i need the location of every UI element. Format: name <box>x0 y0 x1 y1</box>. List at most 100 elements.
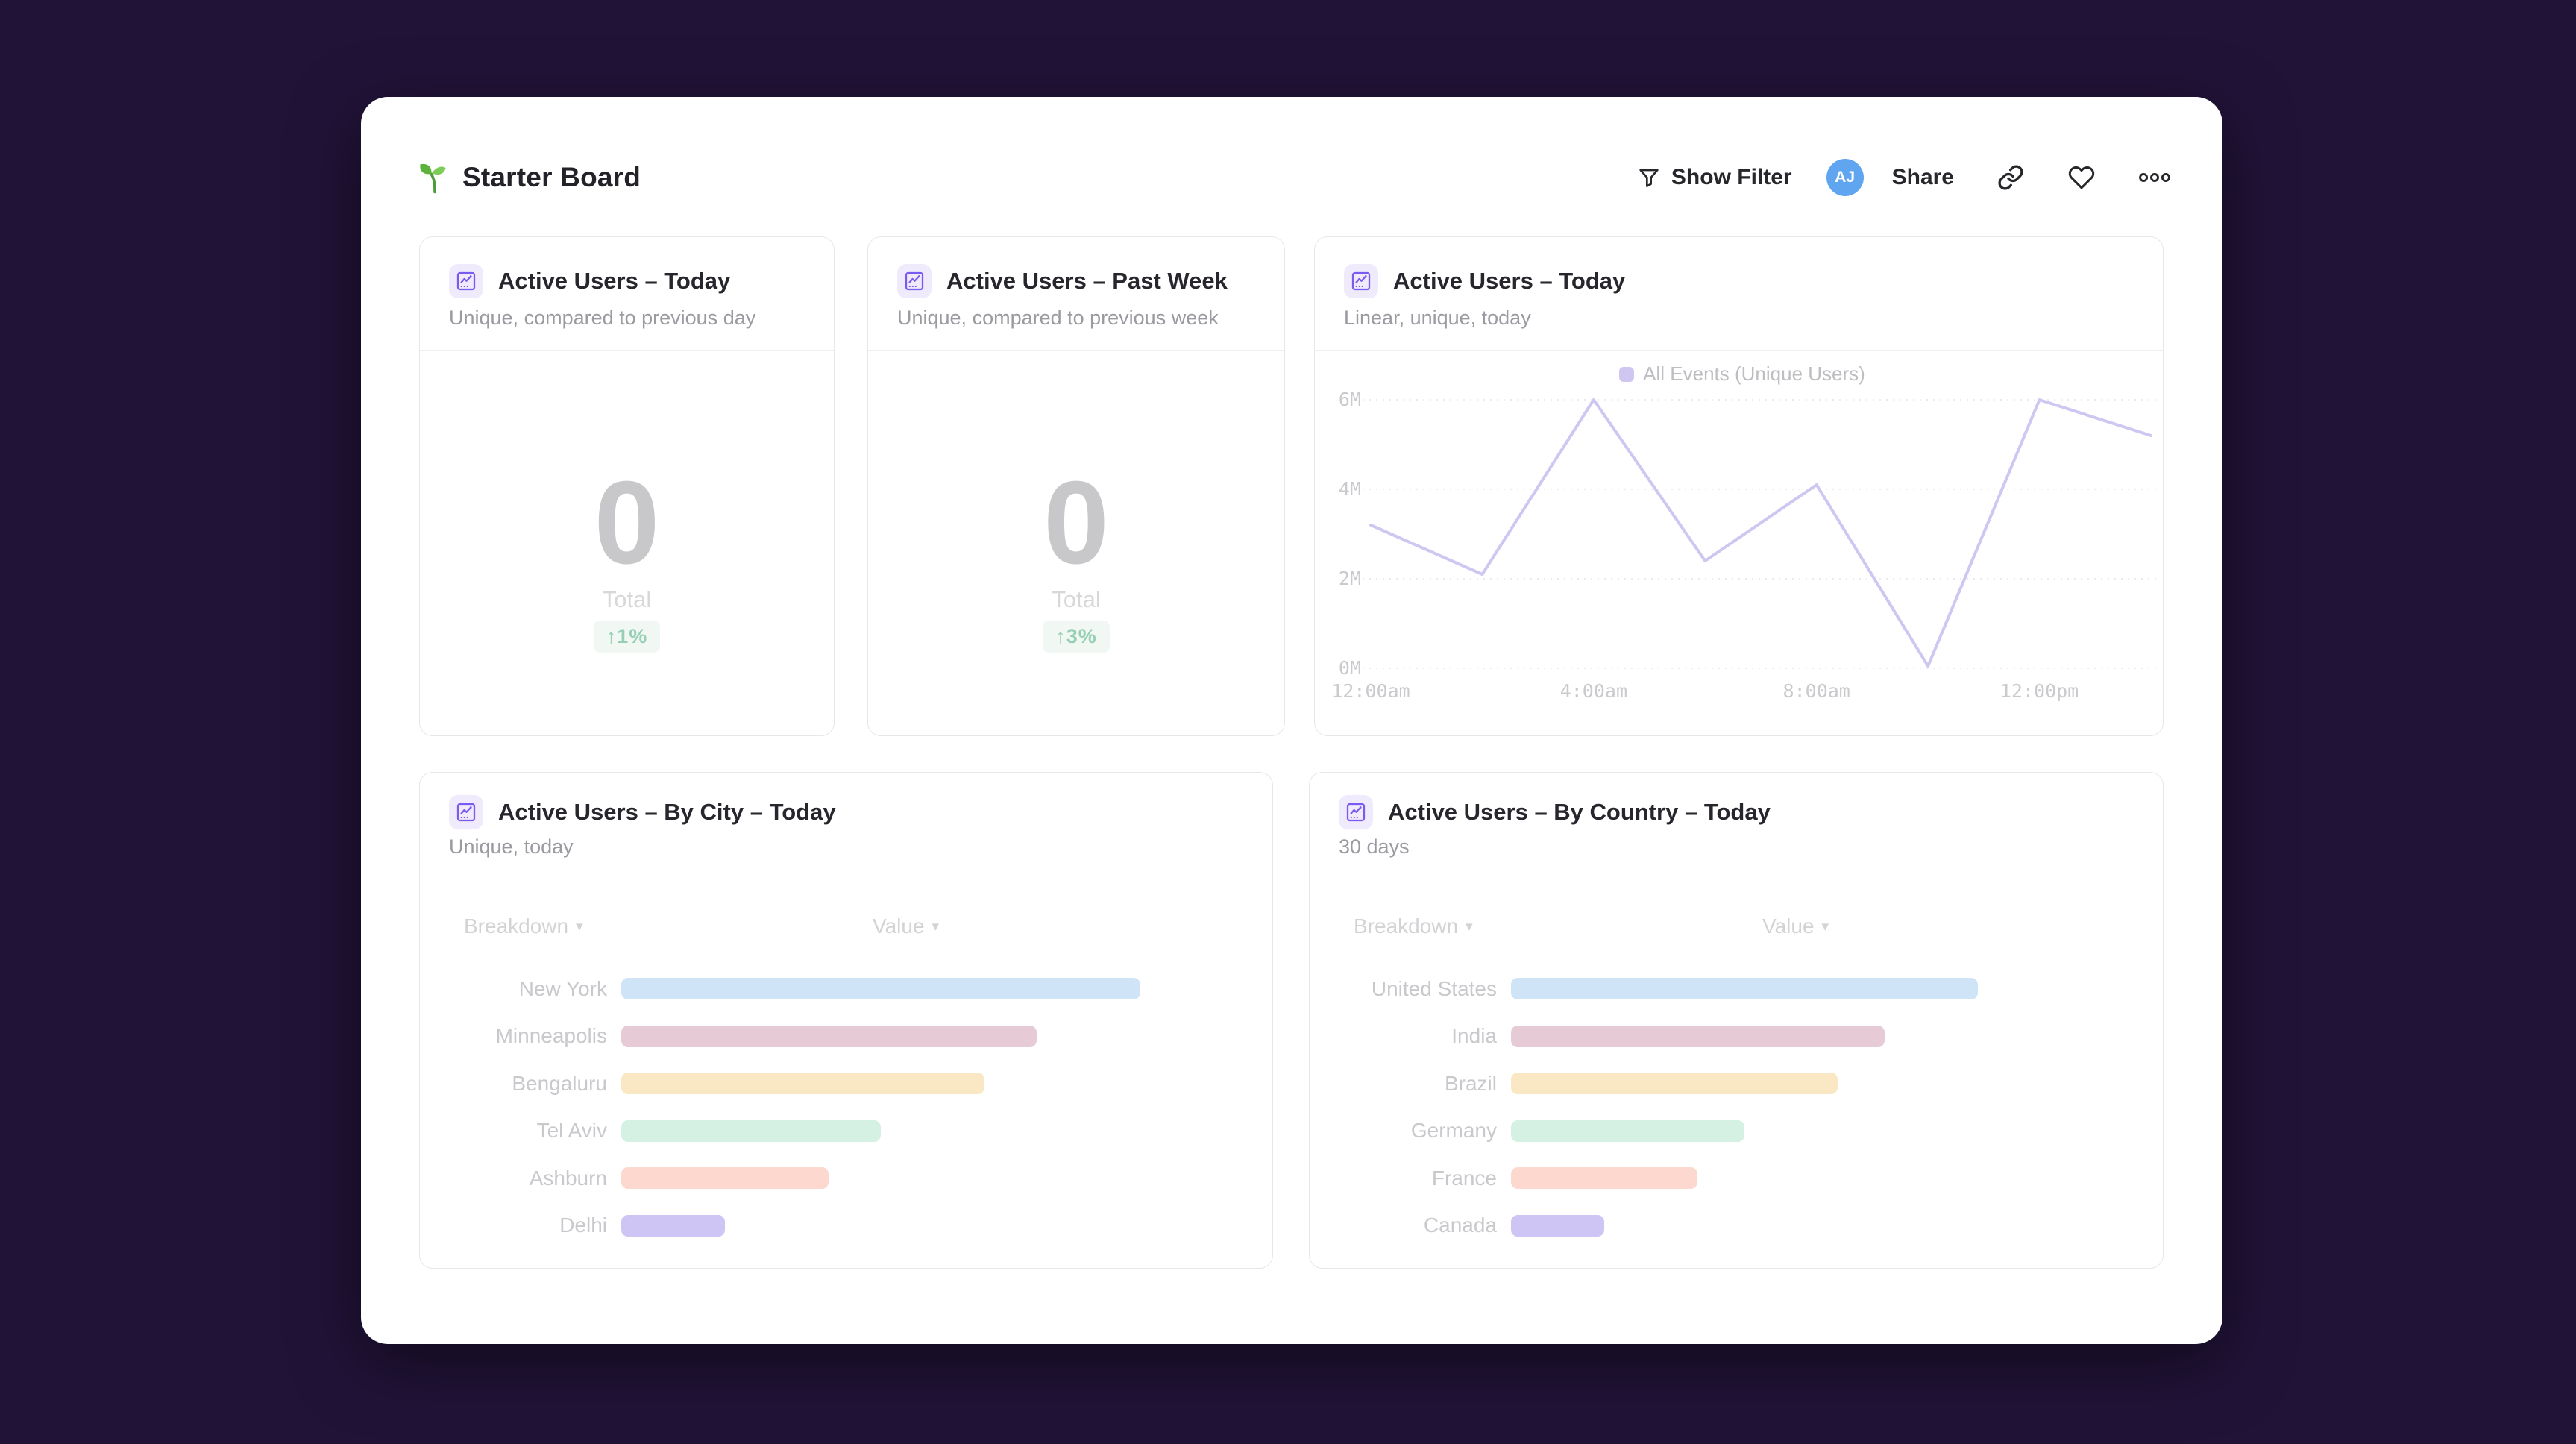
avatar-initials: AJ <box>1835 169 1856 186</box>
card-subtitle: Unique, compared to previous day <box>449 307 756 329</box>
breakdown-category-label: Minneapolis <box>495 1024 607 1048</box>
more-options-button[interactable] <box>2139 172 2170 183</box>
breakdown-row: France <box>1339 1155 2134 1202</box>
change-badge: ↑1% <box>593 621 661 653</box>
y-tick-label: 2M <box>1338 568 1361 589</box>
x-tick-label: 4:00am <box>1559 680 1627 702</box>
breakdown-bar-rows: New York Minneapolis Bengaluru Tel Aviv Ashb… <box>449 965 1243 1249</box>
chart-tile-icon <box>1339 795 1373 829</box>
card-header: Active Users – By Country – Today 30 day… <box>1310 773 2163 879</box>
breakdown-row: New York <box>449 965 1243 1013</box>
chart-legend: All Events (Unique Users) <box>1325 362 2159 386</box>
line-chart <box>1363 398 2156 669</box>
card-header: Active Users – Today Linear, unique, tod… <box>1315 237 2163 351</box>
board-title-wrap: Starter Board <box>419 160 641 195</box>
board-header: Starter Board Show Filter AJ Share <box>419 151 2170 204</box>
breakdown-column-label: Breakdown <box>464 914 569 938</box>
breakdown-category-label: Brazil <box>1444 1071 1497 1095</box>
chart-tile-icon <box>897 264 932 298</box>
breakdown-row: Canada <box>1339 1202 2134 1250</box>
card-active-users-today-linear[interactable]: Active Users – Today Linear, unique, tod… <box>1314 236 2164 736</box>
breakdown-row: Germany <box>1339 1108 2134 1155</box>
breakdown-row: Minneapolis <box>449 1013 1243 1061</box>
breakdown-category-label: Germany <box>1410 1119 1497 1143</box>
breakdown-row: Brazil <box>1339 1060 2134 1108</box>
chevron-down-icon: ▾ <box>932 918 940 935</box>
breakdown-category-label: Delhi <box>559 1214 607 1237</box>
card-subtitle: Unique, today <box>449 835 574 858</box>
card-subtitle: 30 days <box>1339 835 1410 858</box>
show-filter-button[interactable]: Show Filter <box>1637 165 1792 190</box>
metric-label: Total <box>1052 586 1101 612</box>
y-tick-label: 4M <box>1338 478 1361 500</box>
legend-label: All Events (Unique Users) <box>1643 362 1865 385</box>
breakdown-bar-rows: United States India Brazil Germany France Can… <box>1339 965 2134 1249</box>
value-bar <box>621 1025 1037 1047</box>
value-bar <box>621 1120 881 1142</box>
share-button[interactable]: Share <box>1892 165 1954 190</box>
breakdown-column-header[interactable]: Breakdown ▾ <box>464 914 583 938</box>
value-bar <box>1511 1025 1885 1047</box>
dashboard-board: Starter Board Show Filter AJ Share <box>361 97 2222 1344</box>
card-header: Active Users – Today Unique, compared to… <box>420 237 834 351</box>
breakdown-category-label: New York <box>518 976 607 1000</box>
legend-swatch <box>1619 366 1635 382</box>
x-tick-label: 12:00am <box>1331 680 1410 702</box>
change-badge: ↑3% <box>1043 621 1110 653</box>
breakdown-row: Ashburn <box>449 1155 1243 1202</box>
chevron-down-icon: ▾ <box>1466 918 1473 935</box>
breakdown-row: United States <box>1339 965 2134 1013</box>
breakdown-row: Bengaluru <box>449 1060 1243 1108</box>
breakdown-category-label: Canada <box>1423 1214 1497 1237</box>
metric-value: 0 <box>1043 457 1109 588</box>
chart-tile-icon <box>1344 264 1378 298</box>
avatar[interactable]: AJ <box>1826 159 1864 196</box>
card-header: Active Users – Past Week Unique, compare… <box>868 237 1284 351</box>
card-title: Active Users – Past Week <box>946 268 1228 294</box>
card-title: Active Users – By Country – Today <box>1388 799 1771 825</box>
breakdown-category-label: United States <box>1371 976 1497 1000</box>
breakdown-row: Tel Aviv <box>449 1108 1243 1155</box>
breakdown-column-header[interactable]: Breakdown ▾ <box>1354 914 1473 938</box>
x-tick-label: 12:00pm <box>1999 680 2079 702</box>
value-column-header[interactable]: Value ▾ <box>1762 914 1829 938</box>
y-tick-label: 0M <box>1338 657 1361 679</box>
value-column-header[interactable]: Value ▾ <box>873 914 939 938</box>
value-bar <box>1511 1214 1605 1237</box>
card-active-users-past-week[interactable]: Active Users – Past Week Unique, compare… <box>867 236 1285 736</box>
board-actions: Show Filter AJ Share <box>1637 159 2170 196</box>
breakdown-row: Delhi <box>449 1202 1243 1250</box>
breakdown-column-label: Breakdown <box>1354 914 1459 938</box>
breakdown-category-label: Bengaluru <box>512 1071 607 1095</box>
card-header: Active Users – By City – Today Unique, t… <box>420 773 1272 879</box>
sprout-icon <box>420 163 446 194</box>
metric-label: Total <box>602 586 652 612</box>
card-active-users-today[interactable]: Active Users – Today Unique, compared to… <box>419 236 835 736</box>
copy-link-button[interactable] <box>1997 164 2024 191</box>
breakdown-category-label: Tel Aviv <box>536 1119 607 1143</box>
value-bar <box>1511 1167 1698 1190</box>
card-title: Active Users – Today <box>1393 268 1626 294</box>
table-column-headers: Breakdown ▾ Value ▾ <box>449 914 1243 944</box>
line-series <box>1369 398 2152 668</box>
chevron-down-icon: ▾ <box>576 918 583 935</box>
heart-icon <box>2068 166 2095 189</box>
card-subtitle: Linear, unique, today <box>1344 307 1531 329</box>
breakdown-category-label: Ashburn <box>529 1166 607 1190</box>
ellipsis-icon <box>2139 173 2170 182</box>
x-tick-label: 8:00am <box>1782 680 1850 702</box>
chart-tile-icon <box>449 264 483 298</box>
value-bar <box>1511 978 1978 1000</box>
share-label: Share <box>1891 165 1954 189</box>
y-axis-labels: 0M 2M 4M 6M <box>1318 386 1361 707</box>
card-active-users-by-country[interactable]: Active Users – By Country – Today 30 day… <box>1309 772 2164 1269</box>
chevron-down-icon: ▾ <box>1821 918 1829 935</box>
value-bar <box>621 1073 985 1095</box>
favorite-button[interactable] <box>2067 164 2096 191</box>
card-title: Active Users – By City – Today <box>498 799 836 825</box>
x-axis-labels: 12:00am 4:00am 8:00am 12:00pm <box>1325 680 2159 704</box>
breakdown-category-label: India <box>1451 1024 1497 1048</box>
value-bar <box>1511 1073 1838 1095</box>
card-active-users-by-city[interactable]: Active Users – By City – Today Unique, t… <box>419 772 1273 1269</box>
card-subtitle: Unique, compared to previous week <box>897 307 1219 329</box>
